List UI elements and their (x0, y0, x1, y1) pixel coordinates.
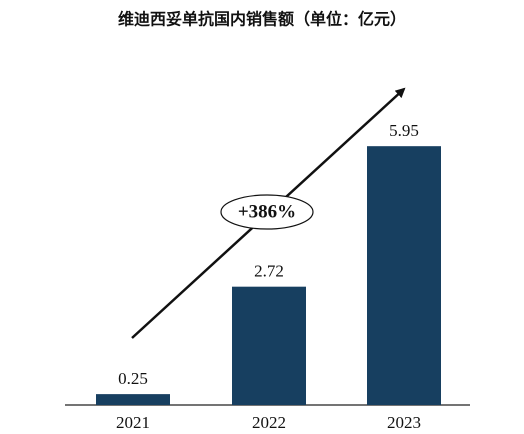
annotation-ellipse (220, 194, 314, 230)
data-label: 0.25 (118, 369, 148, 388)
data-label: 5.95 (389, 121, 419, 140)
bar (96, 394, 170, 405)
x-tick-label: 2023 (387, 413, 421, 432)
chart-title: 维迪西妥单抗国内销售额（单位：亿元） (118, 10, 406, 29)
bar (232, 286, 306, 405)
x-tick-label: 2021 (116, 413, 150, 432)
bar (367, 146, 441, 406)
growth-annotation: +386% (238, 201, 296, 222)
data-label: 2.72 (254, 262, 284, 281)
x-tick-label: 2022 (252, 413, 286, 432)
